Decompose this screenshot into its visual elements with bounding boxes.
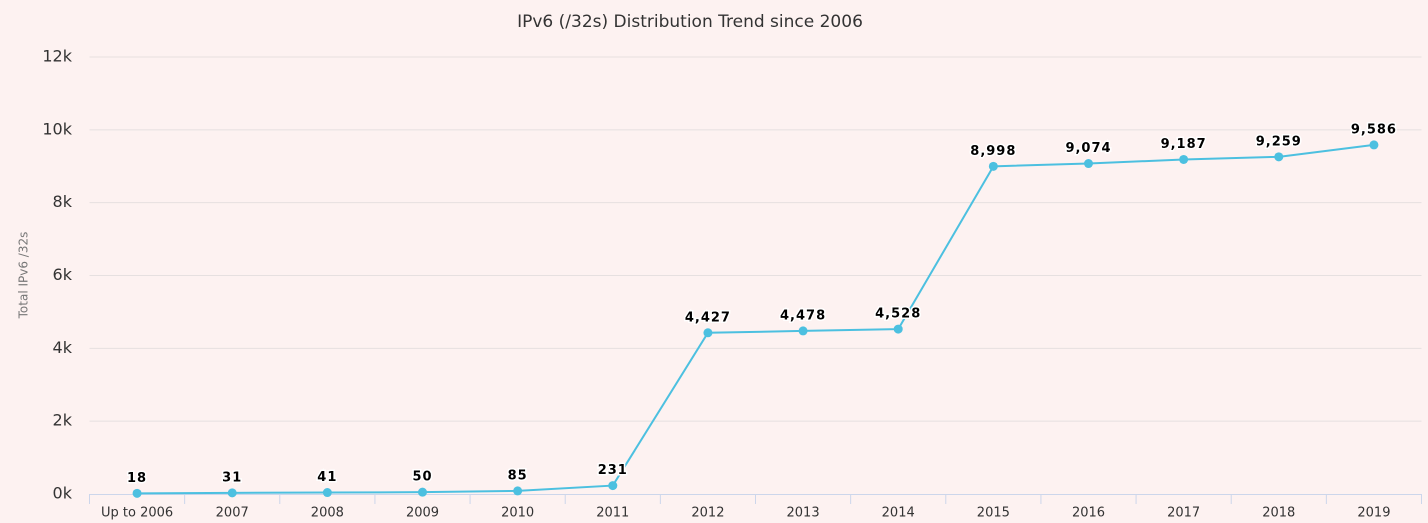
y-tick-label: 10k (42, 119, 72, 138)
data-label: 85 (508, 468, 528, 483)
x-tick-label: 2015 (977, 506, 1010, 521)
point (1179, 154, 1189, 164)
data-label: 4,427 (685, 310, 731, 325)
x-tick-label: 2009 (406, 506, 439, 521)
point (798, 326, 808, 336)
data-label: 8,998 (970, 144, 1016, 159)
line (137, 143, 1375, 495)
x-tick-label: 2014 (882, 506, 915, 521)
data-label: 18 (127, 471, 147, 486)
point (893, 324, 903, 334)
data-label: 231 (598, 463, 628, 478)
y-tick-label: 6k (53, 265, 73, 284)
point (608, 481, 618, 491)
point (513, 486, 523, 496)
point (322, 488, 332, 498)
data-label: 31 (222, 470, 242, 485)
data-label: 50 (412, 470, 432, 485)
point (1084, 159, 1093, 169)
x-tick-label: 2008 (311, 506, 344, 521)
y-axis-title: Total IPv6 /32s (17, 232, 31, 320)
x-tick-label: 2013 (787, 506, 820, 521)
data-label: 9,259 (1256, 134, 1302, 149)
point (1369, 140, 1379, 150)
point (227, 488, 237, 498)
x-tick-label: 2007 (216, 506, 249, 521)
data-label: 4,478 (780, 308, 826, 323)
y-tick-label: 2k (53, 411, 73, 430)
x-tick-label: Up to 2006 (101, 506, 173, 521)
point (1274, 152, 1284, 162)
data-label: 9,074 (1065, 141, 1111, 156)
data-label: 41 (317, 470, 337, 485)
y-tick-label: 12k (42, 47, 72, 66)
data-label: 9,187 (1161, 137, 1207, 152)
y-tick-label: 0k (53, 484, 73, 503)
x-tick-label: 2019 (1357, 506, 1390, 521)
x-tick-label: 2010 (501, 506, 534, 521)
x-tick-label: 2012 (691, 506, 724, 521)
y-tick-label: 4k (53, 338, 73, 357)
point (418, 487, 427, 497)
chart-title: IPv6 (/32s) Distribution Trend since 200… (517, 12, 863, 32)
point (132, 488, 142, 498)
x-tick-label: 2017 (1167, 506, 1200, 521)
y-tick-label: 8k (53, 192, 73, 211)
point (703, 328, 713, 338)
x-tick-label: 2016 (1072, 506, 1105, 521)
x-tick-label: 2018 (1262, 506, 1295, 521)
x-tick-label: 2011 (596, 506, 629, 521)
point (988, 161, 998, 171)
data-label: 4,528 (875, 307, 921, 322)
data-label: 9,586 (1351, 122, 1397, 137)
